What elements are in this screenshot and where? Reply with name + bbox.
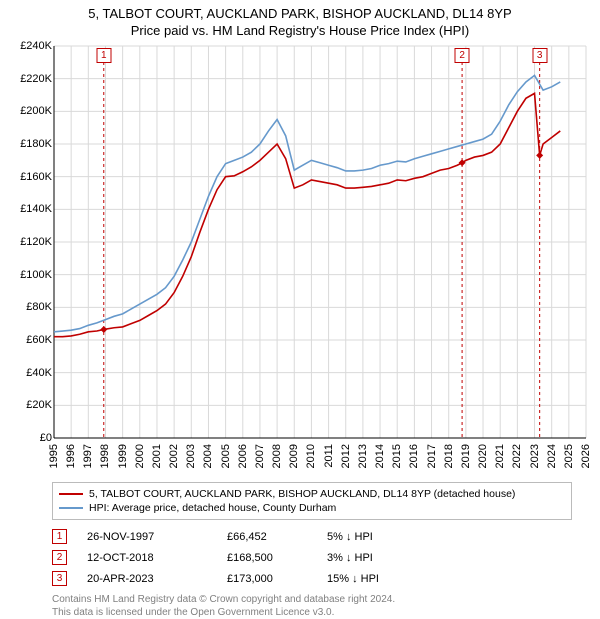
attribution-line: Contains HM Land Registry data © Crown c… <box>52 593 572 606</box>
x-axis-tick-label: 2011 <box>323 444 335 468</box>
marker-number-box: 1 <box>52 529 67 544</box>
x-axis-tick-label: 2019 <box>460 444 472 468</box>
x-axis-tick-label: 2010 <box>305 444 317 468</box>
x-axis-tick-label: 2026 <box>580 444 592 468</box>
chart-title-address: 5, TALBOT COURT, AUCKLAND PARK, BISHOP A… <box>0 0 600 21</box>
x-axis-tick-label: 2023 <box>529 444 541 468</box>
x-axis-tick-label: 2013 <box>357 444 369 468</box>
x-axis-tick-label: 2006 <box>237 444 249 468</box>
x-axis-tick-label: 1998 <box>99 444 111 468</box>
y-axis-tick-label: £100K <box>20 269 52 281</box>
marker-number-box: 3 <box>52 571 67 586</box>
marker-table-row: 3 20-APR-2023£173,00015% ↓ HPI <box>52 568 572 589</box>
line-chart-svg <box>6 42 594 442</box>
marker-number-box: 2 <box>52 550 67 565</box>
y-axis-tick-label: £120K <box>20 236 52 248</box>
x-axis-tick-label: 2005 <box>220 444 232 468</box>
x-axis-tick-label: 2016 <box>408 444 420 468</box>
legend-row: 5, TALBOT COURT, AUCKLAND PARK, BISHOP A… <box>59 487 565 501</box>
x-axis-tick-label: 2022 <box>511 444 523 468</box>
x-axis-labels: 1995 1996 1997 1998 1999 2000 2001 2002 2003 2004… <box>6 442 594 476</box>
attribution-text: Contains HM Land Registry data © Crown c… <box>52 593 572 619</box>
x-axis-tick-label: 2002 <box>168 444 180 468</box>
sale-markers-table: 1 26-NOV-1997£66,4525% ↓ HPI 2 12-OCT-2018£… <box>52 526 572 589</box>
sale-annotation-box: 2 <box>455 48 470 63</box>
x-axis-tick-label: 1996 <box>65 444 77 468</box>
x-axis-tick-label: 1999 <box>117 444 129 468</box>
y-axis-tick-label: £40K <box>26 367 52 379</box>
y-axis-tick-label: £160K <box>20 171 52 183</box>
chart-plot-area: £0£20K£40K£60K£80K£100K£120K£140K£160K£1… <box>6 42 594 442</box>
x-axis-tick-label: 2000 <box>134 444 146 468</box>
x-axis-tick-label: 2007 <box>254 444 266 468</box>
legend-swatch <box>59 507 83 509</box>
marker-date: 12-OCT-2018 <box>87 552 227 564</box>
x-axis-tick-label: 2021 <box>494 444 506 468</box>
marker-delta: 15% ↓ HPI <box>327 573 447 585</box>
chart-legend: 5, TALBOT COURT, AUCKLAND PARK, BISHOP A… <box>52 482 572 520</box>
legend-label: HPI: Average price, detached house, Coun… <box>89 502 336 514</box>
x-axis-tick-label: 2004 <box>202 444 214 468</box>
legend-label: 5, TALBOT COURT, AUCKLAND PARK, BISHOP A… <box>89 488 515 500</box>
marker-price: £66,452 <box>227 531 327 543</box>
y-axis-tick-label: £180K <box>20 138 52 150</box>
legend-swatch <box>59 493 83 495</box>
y-axis-tick-label: £80K <box>26 301 52 313</box>
y-axis-tick-label: £60K <box>26 334 52 346</box>
x-axis-tick-label: 2020 <box>477 444 489 468</box>
x-axis-tick-label: 2012 <box>340 444 352 468</box>
marker-price: £173,000 <box>227 573 327 585</box>
legend-row: HPI: Average price, detached house, Coun… <box>59 501 565 515</box>
x-axis-tick-label: 2003 <box>185 444 197 468</box>
y-axis-tick-label: £20K <box>26 399 52 411</box>
y-axis-tick-label: £240K <box>20 40 52 52</box>
x-axis-tick-label: 2009 <box>288 444 300 468</box>
x-axis-tick-label: 2024 <box>546 444 558 468</box>
x-axis-tick-label: 2018 <box>443 444 455 468</box>
x-axis-tick-label: 1995 <box>48 444 60 468</box>
sale-annotation-box: 3 <box>532 48 547 63</box>
x-axis-tick-label: 2014 <box>374 444 386 468</box>
y-axis-tick-label: £200K <box>20 105 52 117</box>
marker-date: 20-APR-2023 <box>87 573 227 585</box>
marker-price: £168,500 <box>227 552 327 564</box>
marker-date: 26-NOV-1997 <box>87 531 227 543</box>
chart-title-subtitle: Price paid vs. HM Land Registry's House … <box>0 21 600 42</box>
y-axis-tick-label: £140K <box>20 203 52 215</box>
x-axis-tick-label: 1997 <box>82 444 94 468</box>
marker-delta: 5% ↓ HPI <box>327 531 447 543</box>
x-axis-tick-label: 2025 <box>563 444 575 468</box>
x-axis-tick-label: 2017 <box>426 444 438 468</box>
y-axis-tick-label: £220K <box>20 73 52 85</box>
x-axis-tick-label: 2015 <box>391 444 403 468</box>
attribution-line: This data is licensed under the Open Gov… <box>52 606 572 619</box>
sale-annotation-box: 1 <box>96 48 111 63</box>
x-axis-tick-label: 2008 <box>271 444 283 468</box>
marker-table-row: 1 26-NOV-1997£66,4525% ↓ HPI <box>52 526 572 547</box>
marker-delta: 3% ↓ HPI <box>327 552 447 564</box>
x-axis-tick-label: 2001 <box>151 444 163 468</box>
marker-table-row: 2 12-OCT-2018£168,5003% ↓ HPI <box>52 547 572 568</box>
